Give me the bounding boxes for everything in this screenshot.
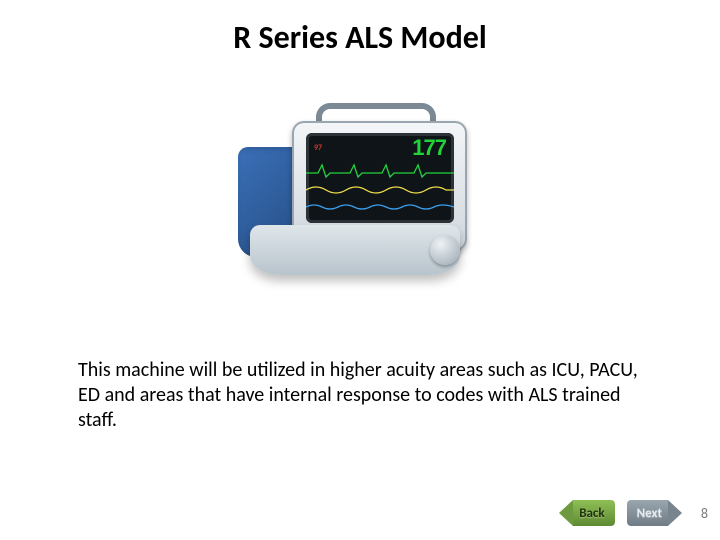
device-handle xyxy=(316,103,436,121)
hr-main-reading: 177 xyxy=(412,135,446,161)
hr-small-reading: 97 xyxy=(314,143,322,153)
ecg-waveform-1 xyxy=(306,163,454,179)
device-screen: 97 177 xyxy=(306,133,454,223)
back-button-label: Back xyxy=(579,506,604,521)
device-selector-knob xyxy=(430,235,460,265)
next-button[interactable]: Next xyxy=(627,500,682,526)
page-number: 8 xyxy=(694,505,708,522)
slide-title: R Series ALS Model xyxy=(0,0,720,57)
next-button-label: Next xyxy=(637,506,662,521)
device-illustration: 97 177 xyxy=(220,85,500,305)
slide-body-text: This machine will be utilized in higher … xyxy=(78,358,648,433)
screen-header: 97 177 xyxy=(310,137,450,159)
navigation-controls: Back Next 8 xyxy=(559,500,708,526)
ecg-waveform-2 xyxy=(306,181,454,197)
arrow-left-icon xyxy=(559,500,573,526)
back-button[interactable]: Back xyxy=(559,500,614,526)
ecg-waveform-3 xyxy=(306,199,454,215)
device-base xyxy=(250,225,460,275)
arrow-right-icon xyxy=(668,500,682,526)
